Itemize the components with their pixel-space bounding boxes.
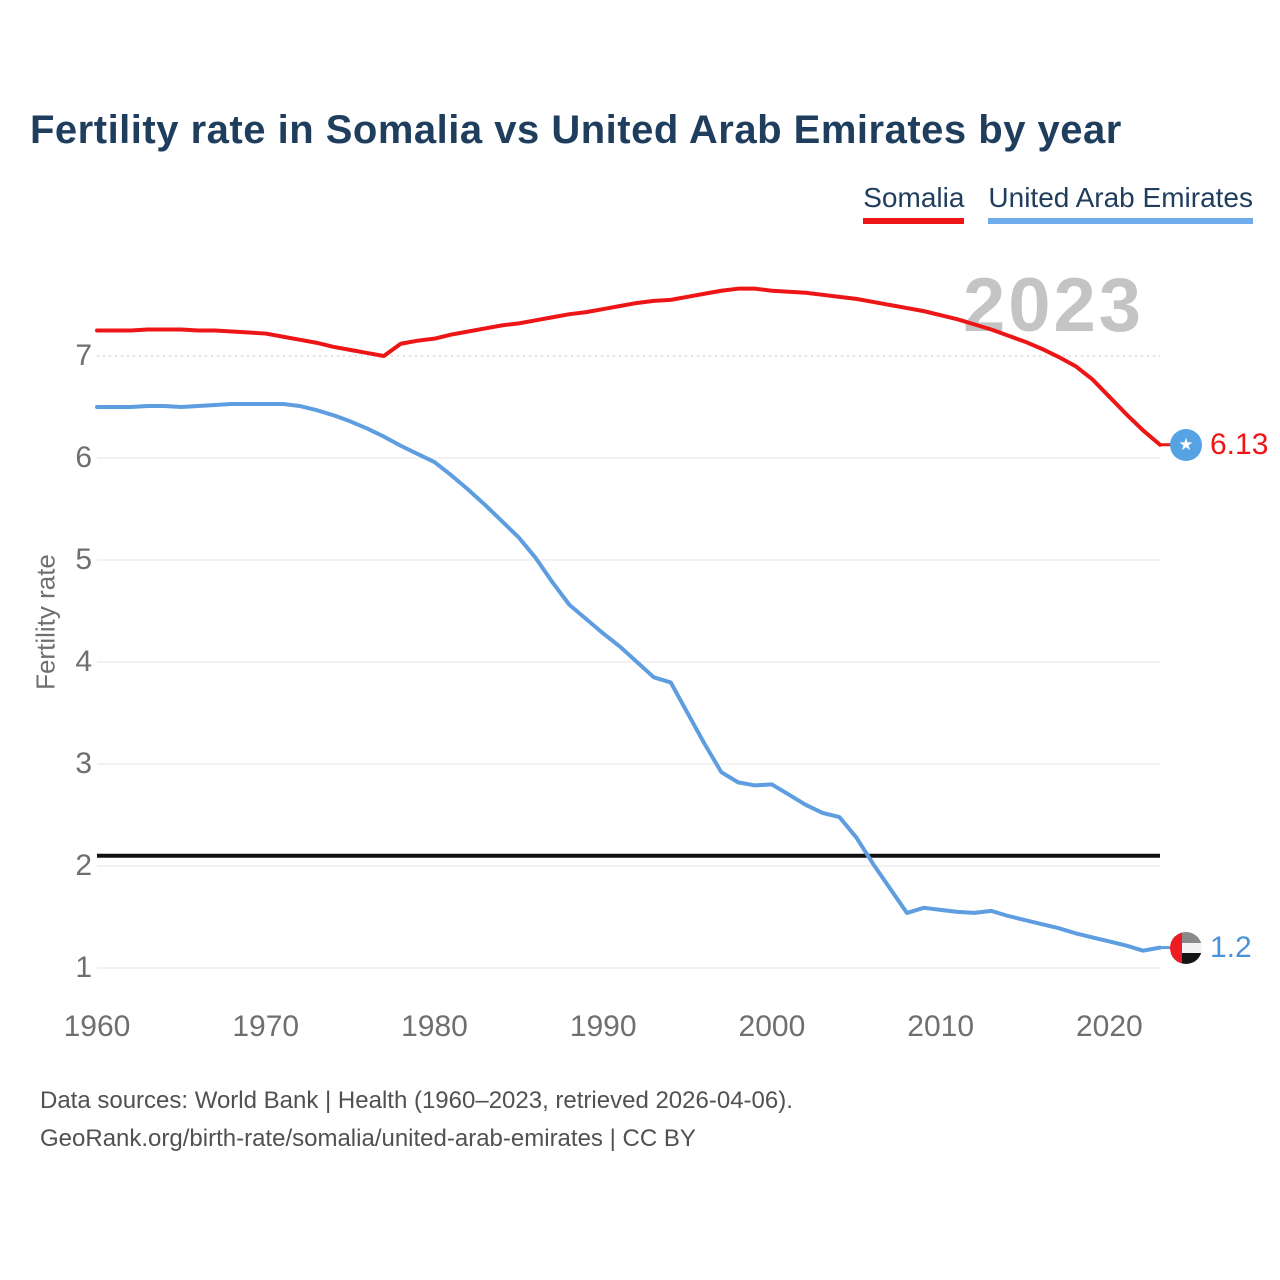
end-value-uae: 1.2 — [1210, 930, 1252, 964]
star-icon: ★ — [1178, 435, 1194, 455]
somalia-flag-icon: ★ — [1170, 428, 1202, 461]
legend-swatch-uae — [988, 218, 1253, 224]
end-value-somalia: 6.13 — [1210, 427, 1269, 461]
footer: Data sources: World Bank | Health (1960–… — [40, 1082, 793, 1159]
uae-flag-red-band — [1170, 931, 1183, 964]
legend-swatch-somalia — [863, 218, 965, 224]
y-axis-title: Fertility rate — [30, 554, 61, 690]
footer-attribution-line: GeoRank.org/birth-rate/somalia/united-ar… — [40, 1125, 696, 1153]
legend-item-somalia[interactable]: Somalia — [863, 182, 965, 224]
end-label-somalia: ★ 6.13 — [1170, 428, 1268, 462]
legend-label-uae: United Arab Emirates — [988, 182, 1253, 213]
series-line-uae — [95, 401, 1162, 953]
legend-label-somalia: Somalia — [863, 182, 965, 213]
footer-sources-line: Data sources: World Bank | Health (1960–… — [40, 1087, 793, 1114]
legend: Somalia United Arab Emirates — [863, 182, 1253, 224]
series-line-somalia — [95, 286, 1162, 447]
page-title: Fertility rate in Somalia vs United Arab… — [30, 108, 1122, 152]
uae-flag-icon — [1170, 931, 1202, 964]
end-label-uae: 1.2 — [1170, 931, 1252, 965]
legend-item-uae[interactable]: United Arab Emirates — [988, 182, 1253, 224]
